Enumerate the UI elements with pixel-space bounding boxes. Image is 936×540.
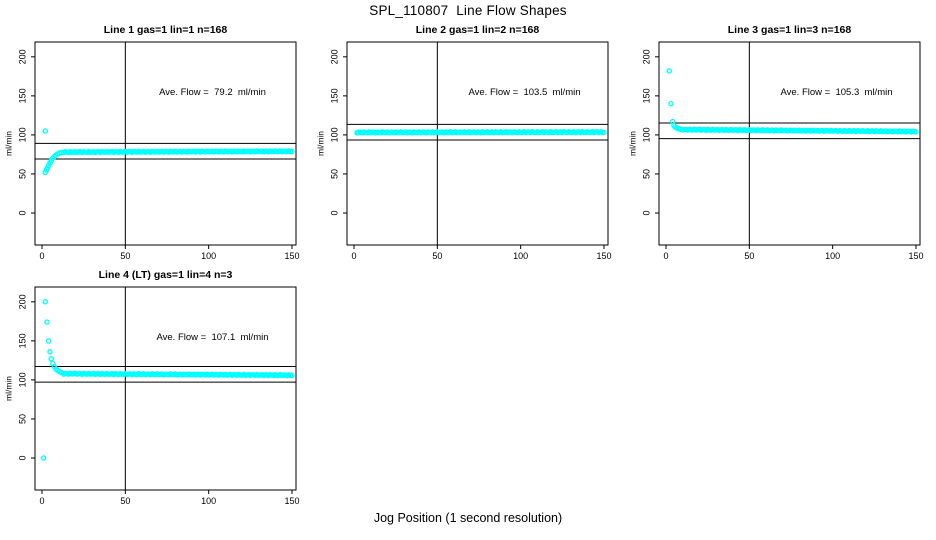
plot-area-line-4: 0 50 100 150 0 50 100 150 200 ml/min bbox=[3, 286, 300, 506]
x-tick-label: 150 bbox=[284, 496, 299, 506]
data-points bbox=[666, 68, 919, 135]
y-tick-label: 200 bbox=[641, 49, 651, 64]
data-point bbox=[289, 148, 295, 155]
data-points bbox=[354, 128, 607, 136]
y-axis-label: ml/min bbox=[627, 131, 637, 156]
plot-frame bbox=[346, 41, 609, 246]
data-point bbox=[601, 129, 607, 136]
data-point bbox=[48, 356, 55, 362]
panel-title-line-2: Line 2 gas=1 lin=2 n=168 bbox=[415, 24, 540, 36]
panel-line-2: 0 50 100 150 0 50 100 150 200 ml/min Line 2 gas=1… bbox=[312, 20, 624, 270]
y-tick-label: 50 bbox=[329, 169, 339, 179]
panel-line-3: 0 50 100 150 0 50 100 150 200 ml/min Line 3 gas=1… bbox=[624, 20, 936, 270]
y-tick-label: 100 bbox=[17, 127, 27, 142]
y-tick-label: 150 bbox=[17, 333, 27, 348]
x-tick-label: 150 bbox=[284, 251, 299, 261]
x-tick-label: 50 bbox=[432, 251, 442, 261]
data-point bbox=[42, 128, 49, 134]
plot-area-line-2: 0 50 100 150 0 50 100 150 200 ml/min bbox=[315, 41, 612, 261]
panel-title-line-1: Line 1 gas=1 lin=1 n=168 bbox=[103, 24, 228, 36]
x-axis-label: Jog Position (1 second resolution) bbox=[373, 511, 563, 525]
y-tick-label: 0 bbox=[17, 210, 27, 215]
y-tick-label: 50 bbox=[17, 414, 27, 424]
y-tick-label: 150 bbox=[641, 88, 651, 103]
plot-frame bbox=[34, 41, 297, 246]
reference-lines bbox=[35, 42, 296, 245]
data-point bbox=[666, 68, 673, 74]
axes: 0 50 100 150 0 50 100 150 200 ml/min bbox=[3, 294, 299, 506]
panel-title-line-4: Line 4 (LT) gas=1 lin=4 n=3 bbox=[98, 269, 233, 281]
y-tick-label: 200 bbox=[17, 294, 27, 309]
x-tick-label: 50 bbox=[120, 496, 130, 506]
ave-flow-annotation-line-3: Ave. Flow = 105.3 ml/min bbox=[780, 87, 893, 98]
reference-lines bbox=[35, 287, 296, 490]
y-tick-label: 200 bbox=[329, 49, 339, 64]
x-tick-label: 100 bbox=[513, 251, 528, 261]
y-tick-label: 100 bbox=[17, 372, 27, 387]
y-tick-label: 0 bbox=[329, 210, 339, 215]
y-axis-label: ml/min bbox=[3, 376, 13, 401]
x-tick-label: 100 bbox=[825, 251, 840, 261]
data-point bbox=[289, 372, 295, 379]
data-point bbox=[42, 299, 49, 305]
plot-frame bbox=[658, 41, 921, 246]
x-tick-label: 0 bbox=[663, 251, 668, 261]
y-tick-label: 100 bbox=[641, 127, 651, 142]
y-tick-label: 100 bbox=[329, 127, 339, 142]
axes: 0 50 100 150 0 50 100 150 200 ml/min bbox=[627, 49, 923, 261]
x-tick-label: 150 bbox=[908, 251, 923, 261]
data-point bbox=[913, 129, 919, 135]
data-point bbox=[45, 338, 52, 344]
plot-area-line-1: 0 50 100 150 0 50 100 150 200 ml/min bbox=[3, 41, 300, 261]
data-point bbox=[668, 100, 674, 107]
x-tick-label: 0 bbox=[39, 251, 44, 261]
plot-area-line-3: 0 50 100 150 0 50 100 150 200 ml/min bbox=[627, 41, 924, 261]
x-tick-label: 50 bbox=[120, 251, 130, 261]
axes: 0 50 100 150 0 50 100 150 200 ml/min bbox=[3, 49, 299, 261]
data-point bbox=[40, 455, 47, 461]
ave-flow-annotation-line-4: Ave. Flow = 107.1 ml/min bbox=[156, 332, 269, 343]
panel-line-4: 0 50 100 150 0 50 100 150 200 ml/min Line 4 (LT) … bbox=[0, 265, 312, 515]
x-tick-label: 100 bbox=[201, 251, 216, 261]
x-tick-label: 150 bbox=[596, 251, 611, 261]
x-tick-label: 0 bbox=[351, 251, 356, 261]
axes: 0 50 100 150 0 50 100 150 200 ml/min bbox=[315, 49, 611, 261]
y-tick-label: 0 bbox=[641, 210, 651, 215]
panel-line-1: 0 50 100 150 0 50 100 150 200 ml/min Line 1 gas=1… bbox=[0, 20, 312, 270]
figure-title: SPL_110807 Line Flow Shapes bbox=[369, 3, 567, 18]
panel-title-line-3: Line 3 gas=1 lin=3 n=168 bbox=[727, 24, 852, 36]
ave-flow-annotation-line-1: Ave. Flow = 79.2 ml/min bbox=[159, 87, 266, 98]
reference-lines bbox=[347, 42, 608, 245]
data-points bbox=[42, 128, 295, 176]
y-axis-label: ml/min bbox=[3, 131, 13, 156]
x-tick-label: 50 bbox=[744, 251, 754, 261]
ave-flow-annotation-line-2: Ave. Flow = 103.5 ml/min bbox=[468, 87, 581, 98]
y-axis-label: ml/min bbox=[315, 131, 325, 156]
reference-lines bbox=[659, 42, 920, 245]
x-tick-label: 0 bbox=[39, 496, 44, 506]
y-tick-label: 150 bbox=[329, 88, 339, 103]
y-tick-label: 0 bbox=[17, 455, 27, 460]
data-point bbox=[47, 349, 53, 355]
data-point bbox=[44, 319, 50, 325]
y-tick-label: 50 bbox=[17, 169, 27, 179]
y-tick-label: 150 bbox=[17, 88, 27, 103]
y-tick-label: 50 bbox=[641, 169, 651, 179]
plot-frame bbox=[34, 286, 297, 491]
x-tick-label: 100 bbox=[201, 496, 216, 506]
y-tick-label: 200 bbox=[17, 49, 27, 64]
data-points bbox=[40, 299, 295, 461]
